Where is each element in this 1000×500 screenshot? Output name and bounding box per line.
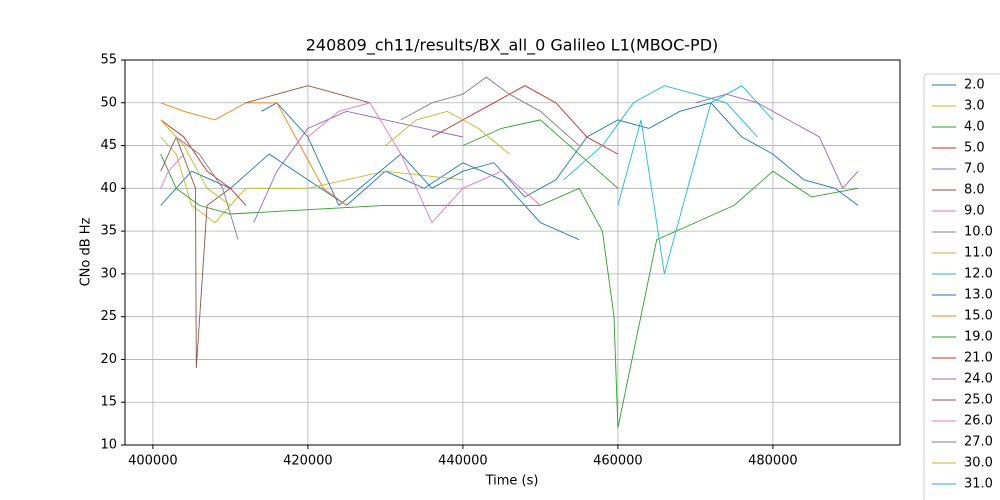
x-tick-label: 480000 (748, 454, 798, 469)
y-tick-label: 30 (100, 266, 117, 281)
y-tick-label: 40 (100, 181, 117, 196)
legend-label: 12.0 (964, 267, 993, 282)
legend-label: 13.0 (964, 288, 993, 303)
legend-label: 7.0 (964, 162, 985, 177)
x-tick-label: 400000 (128, 454, 178, 469)
legend-label: 5.0 (964, 141, 985, 156)
series-line (160, 102, 347, 206)
series-line (261, 102, 859, 207)
legend-box (923, 73, 1000, 500)
y-tick-label: 20 (100, 352, 117, 367)
legend-label: 31.0 (964, 477, 993, 492)
legend-label: 10.0 (964, 225, 993, 240)
y-tick-label: 10 (100, 438, 117, 453)
chart-title: 240809_ch11/results/BX_all_0 Galileo L1(… (306, 36, 719, 56)
series-line (462, 119, 619, 189)
x-tick-label: 440000 (438, 454, 488, 469)
y-tick-label: 35 (100, 224, 117, 239)
legend-label: 8.0 (964, 183, 985, 198)
series-line (307, 102, 541, 224)
series-line (431, 85, 619, 155)
series-line (245, 85, 371, 104)
x-tick-label: 420000 (283, 454, 333, 469)
series-line (617, 85, 774, 275)
legend-label: 2.0 (964, 78, 985, 93)
y-axis-label: CNo dB Hz (79, 217, 94, 286)
legend-label: 21.0 (964, 351, 993, 366)
legend-label: 27.0 (964, 435, 993, 450)
series-line (253, 110, 463, 223)
series-line (160, 135, 231, 369)
legend-label: 4.0 (964, 120, 985, 135)
series-line (695, 93, 859, 190)
series-line (563, 85, 758, 181)
legend-label: 26.0 (964, 414, 993, 429)
series-line (160, 153, 859, 428)
series-line (160, 153, 185, 189)
legend-label: 30.0 (964, 456, 993, 471)
series-line (160, 119, 231, 206)
y-tick-label: 45 (100, 138, 117, 153)
y-tick-label: 25 (100, 309, 117, 324)
plot-frame (124, 59, 901, 446)
series-line (160, 119, 247, 206)
legend: 2.0 3.0 4.0 5.0 7.0 8.0 9.0 10.0 11.0 12.0 13.0 15.… (923, 73, 1000, 500)
series-line (385, 110, 510, 155)
x-tick-label: 460000 (593, 454, 643, 469)
legend-label: 3.0 (964, 99, 985, 114)
legend-label: 15.0 (964, 309, 993, 324)
series-line (400, 76, 580, 146)
y-tick-label: 55 (100, 53, 117, 68)
legend-label: 11.0 (964, 246, 993, 261)
legend-label: 25.0 (964, 393, 993, 408)
y-tick-label: 50 (100, 95, 117, 110)
series-line (160, 136, 463, 224)
legend-label: 24.0 (964, 372, 993, 387)
series-line (160, 153, 580, 241)
y-tick-label: 15 (100, 395, 117, 410)
legend-label: 9.0 (964, 204, 985, 219)
series-line (175, 136, 239, 240)
x-axis-label: Time (s) (485, 474, 539, 489)
legend-label: 19.0 (964, 330, 993, 345)
